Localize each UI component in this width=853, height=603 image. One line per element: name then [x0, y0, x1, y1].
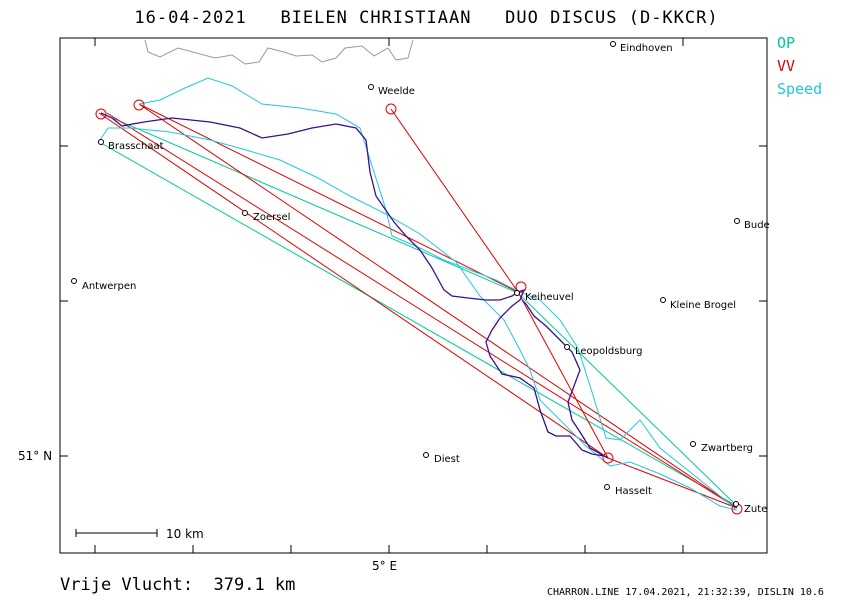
- op-route: [100, 112, 738, 507]
- town-label-leopoldsburg: Leopoldsburg: [575, 346, 642, 357]
- town-label-brasschaat: Brasschaat: [108, 141, 164, 152]
- vv-route-2: [106, 112, 738, 509]
- legend-vv: VV: [777, 57, 796, 75]
- free-flight-distance: Vrije Vlucht: 379.1 km: [60, 575, 296, 595]
- town-label-kleine-brogel: Kleine Brogel: [670, 300, 736, 311]
- country-border: [144, 39, 414, 65]
- town-label-diest: Diest: [434, 454, 460, 465]
- vv-route: [98, 103, 738, 509]
- map-title: 16-04-2021 BIELEN CHRISTIAAN DUO DISCUS …: [134, 8, 719, 28]
- map-frame: [59, 37, 768, 554]
- town-label-zwartberg: Zwartberg: [701, 443, 753, 454]
- flight-track: [100, 112, 609, 459]
- town-label-eindhoven: Eindhoven: [620, 43, 673, 54]
- speed-track: [99, 77, 738, 511]
- town-label-weelde: Weelde: [378, 86, 415, 97]
- footer-info: CHARRON.LINE 17.04.2021, 21:32:39, DISLI…: [547, 587, 824, 598]
- town-markers: [71, 41, 740, 507]
- lat-axis-label: 51° N: [18, 449, 52, 463]
- legend-op: OP: [777, 34, 796, 52]
- lon-axis-label: 5° E: [372, 559, 397, 573]
- legend-speed: Speed: [777, 80, 823, 98]
- town-label-antwerpen: Antwerpen: [82, 281, 136, 292]
- town-label-bude: Bude: [744, 220, 770, 231]
- turnpoints: [95, 99, 743, 515]
- scale-bar-label: 10 km: [166, 527, 204, 541]
- town-label-hasselt: Hasselt: [615, 486, 652, 497]
- scale-bar: [75, 529, 158, 537]
- axis-ticks: [60, 38, 767, 553]
- town-label-zoersel: Zoersel: [253, 212, 290, 223]
- legend: OP VV Speed: [777, 32, 822, 101]
- town-label-zute: Zute: [744, 504, 767, 515]
- town-label-keiheuvel: Keiheuvel: [525, 292, 574, 303]
